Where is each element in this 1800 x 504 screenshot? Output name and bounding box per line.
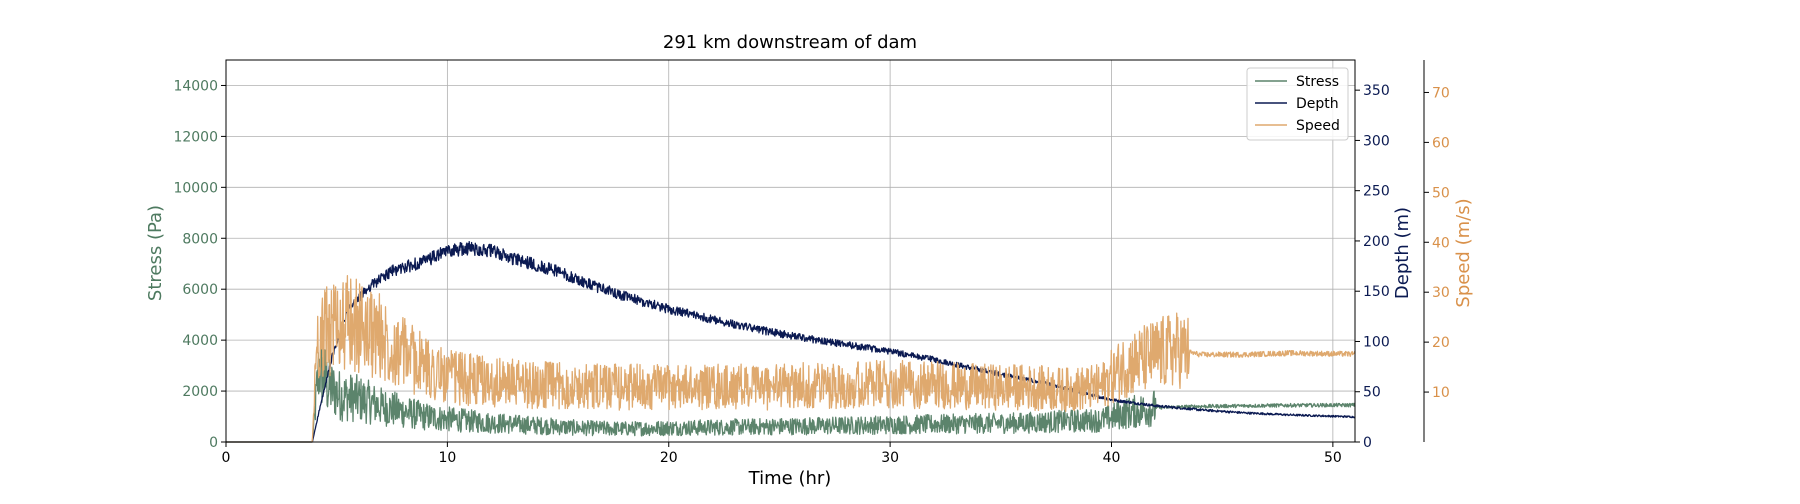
depth-tick-label: 100	[1363, 334, 1390, 350]
series-layer	[225, 240, 1356, 443]
series-line-depth	[225, 240, 1356, 443]
stress-tick-label: 0	[209, 435, 218, 451]
series-line-speed	[225, 275, 1356, 443]
x-tick-label: 0	[222, 450, 231, 466]
stress-tick-label: 8000	[182, 231, 218, 247]
depth-tick-label: 300	[1363, 133, 1390, 149]
depth-tick-label: 250	[1363, 184, 1390, 200]
speed-tick-label: 60	[1432, 135, 1450, 151]
stress-tick-label: 2000	[182, 384, 218, 400]
stress-axis-label: Stress (Pa)	[145, 205, 166, 301]
x-tick-label: 10	[438, 450, 456, 466]
legend-label-speed: Speed	[1296, 118, 1340, 134]
depth-tick-label: 0	[1363, 435, 1372, 451]
speed-tick-label: 10	[1432, 385, 1450, 401]
stress-tick-label: 10000	[173, 180, 218, 196]
legend-label-depth: Depth	[1296, 96, 1339, 112]
speed-tick-label: 30	[1432, 285, 1450, 301]
chart-title: 291 km downstream of dam	[663, 32, 917, 53]
legend-label-stress: Stress	[1296, 74, 1339, 90]
x-tick-label: 20	[660, 450, 678, 466]
plot-frame	[225, 59, 1356, 443]
depth-tick-label: 200	[1363, 234, 1390, 250]
speed-tick-label: 20	[1432, 335, 1450, 351]
legend: Stress Depth Speed	[1246, 67, 1349, 141]
stress-tick-label: 6000	[182, 282, 218, 298]
speed-axis-label: Speed (m/s)	[1453, 198, 1474, 307]
x-tick-label: 40	[1103, 450, 1121, 466]
depth-axis-label: Depth (m)	[1392, 207, 1413, 299]
stress-tick-label: 4000	[182, 333, 218, 349]
series-line-stress	[225, 340, 1356, 443]
legend-frame	[1246, 67, 1349, 141]
ticks-layer: 0 10 20 30 40 5002000400060008000100001200014…	[173, 78, 1449, 466]
speed-tick-label: 40	[1432, 235, 1450, 251]
speed-tick-label: 50	[1432, 185, 1450, 201]
stress-tick-label: 12000	[173, 129, 218, 145]
depth-tick-label: 50	[1363, 385, 1381, 401]
x-tick-label: 50	[1324, 450, 1342, 466]
stress-tick-label: 14000	[173, 78, 218, 94]
x-axis-label: Time (hr)	[748, 468, 832, 489]
x-tick-label: 30	[881, 450, 899, 466]
depth-tick-label: 350	[1363, 83, 1390, 99]
speed-tick-label: 70	[1432, 85, 1450, 101]
axes-layer	[225, 59, 1425, 443]
depth-tick-label: 150	[1363, 284, 1390, 300]
